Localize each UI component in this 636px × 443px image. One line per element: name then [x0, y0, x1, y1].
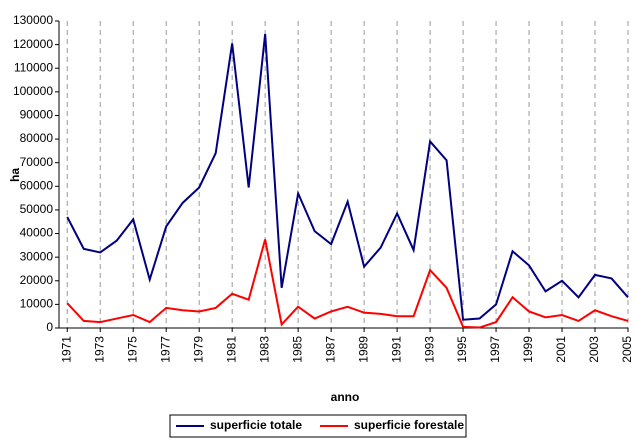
x-tick-label: 1997: [488, 336, 502, 363]
x-tick-label: 1977: [158, 336, 172, 363]
y-tick-label: 120000: [13, 37, 53, 51]
y-tick-label: 110000: [14, 60, 53, 74]
x-tick-label: 1999: [521, 336, 535, 363]
x-tick-label: 1971: [59, 336, 73, 363]
legend-box: [169, 414, 467, 438]
x-tick-label: 1973: [92, 336, 106, 363]
y-axis-label: ha: [8, 168, 22, 182]
y-tick-label: 100000: [13, 84, 53, 98]
y-tick-label: 80000: [20, 131, 54, 145]
x-tick-label: 1981: [224, 336, 238, 363]
y-tick-label: 20000: [20, 273, 54, 287]
y-tick-label: 10000: [20, 297, 54, 311]
x-tick-label: 2001: [554, 336, 568, 363]
y-tick-label: 70000: [20, 155, 54, 169]
y-tick-label: 130000: [13, 13, 53, 27]
x-tick-label: 1987: [323, 336, 337, 363]
x-tick-label: 1983: [257, 336, 271, 363]
x-tick-label: 1993: [422, 336, 436, 363]
x-tick-label: 2005: [620, 336, 634, 363]
x-axis-label: anno: [331, 390, 360, 404]
data-line: [66, 239, 629, 329]
data-line: [66, 33, 629, 321]
y-tick-label: 0: [46, 320, 53, 334]
x-tick-label: 1989: [356, 336, 370, 363]
y-tick-label: 90000: [20, 108, 54, 122]
legend-label: superficie totale: [210, 418, 302, 432]
x-tick-label: 1985: [290, 336, 304, 363]
x-tick-label: 1991: [389, 336, 403, 363]
y-tick-label: 30000: [20, 249, 54, 263]
x-tick-label: 2003: [587, 336, 601, 363]
x-tick-label: 1979: [191, 336, 205, 363]
y-tick-label: 60000: [20, 178, 54, 192]
y-tick-label: 50000: [20, 202, 54, 216]
y-tick-label: 40000: [20, 226, 54, 240]
x-tick-label: 1975: [125, 336, 139, 363]
x-tick-label: 1995: [455, 336, 469, 363]
legend-label: superficie forestale: [354, 418, 464, 432]
